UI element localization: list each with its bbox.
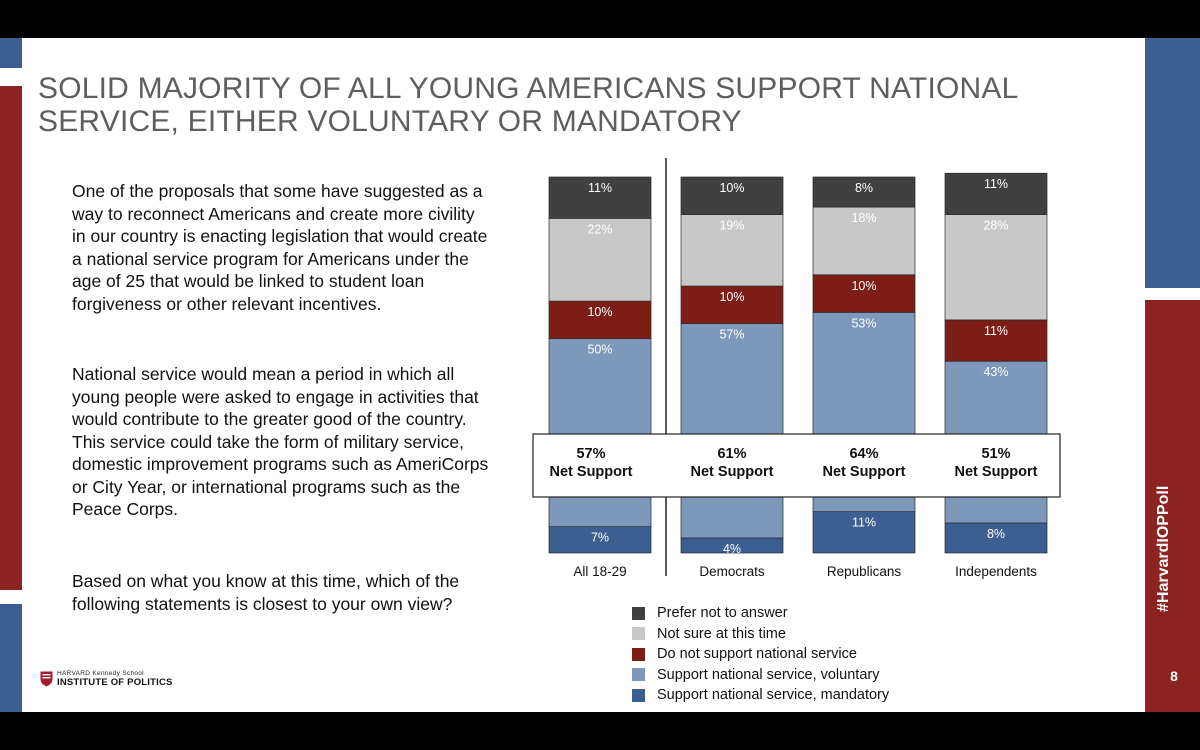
data-label-prefer-not: 11%	[588, 181, 612, 195]
bar-segment-not-sure	[680, 214, 784, 287]
data-label-voluntary: 43%	[983, 365, 1008, 379]
bar-segment-not-sure	[548, 218, 652, 302]
logo-school-name: HARVARD Kennedy School	[57, 670, 144, 677]
legend-label: Support national service, mandatory	[657, 687, 890, 704]
legend-item: Not sure at this time	[632, 624, 889, 645]
data-label-prefer-not: 11%	[984, 177, 1008, 191]
legend-item: Do not support national service	[632, 644, 889, 665]
data-label-do-not-support: 10%	[719, 290, 744, 304]
data-label-mandatory: 11%	[852, 516, 876, 530]
legend-label: Not sure at this time	[657, 625, 786, 642]
bar-segment-prefer-not	[944, 172, 1048, 215]
page-number: 8	[1170, 668, 1178, 684]
question-paragraph: Based on what you know at this time, whi…	[72, 571, 460, 614]
data-label-voluntary: 57%	[719, 328, 744, 342]
legend-item: Support national service, mandatory	[632, 685, 889, 706]
category-label: Republicans	[827, 564, 902, 579]
data-label-voluntary: 53%	[851, 316, 876, 330]
legend-item: Support national service, voluntary	[632, 665, 889, 686]
left-blue-band-bottom	[0, 604, 22, 712]
bar-segment-mandatory	[548, 526, 652, 554]
data-label-mandatory: 7%	[591, 531, 609, 545]
bar-segment-voluntary	[548, 338, 652, 528]
right-red-band	[1145, 300, 1200, 712]
left-red-band	[0, 86, 22, 590]
definition-paragraph: National service would mean a period in …	[72, 364, 489, 519]
data-label-not-sure: 18%	[851, 211, 876, 225]
slide-title: SOLID MAJORITY OF ALL YOUNG AMERICANS SU…	[38, 72, 1018, 138]
stacked-bar-chart: 7% 50% 10% 22% 11% All 18-29 4% 57% 10% 19% 10% Dem…	[532, 158, 1061, 579]
data-label-mandatory: 8%	[987, 527, 1005, 541]
bar-segment-prefer-not	[548, 176, 652, 219]
category-label: All 18-29	[573, 564, 626, 579]
bar-segment-not-sure	[812, 206, 916, 276]
bar-segment-voluntary	[680, 323, 784, 539]
legend-swatch	[632, 627, 645, 641]
legend-swatch	[632, 668, 645, 682]
net-support-value: 57%	[576, 446, 605, 462]
net-support-label: Net Support	[955, 464, 1038, 480]
net-support-value: 51%	[981, 446, 1010, 462]
category-label: Independents	[955, 564, 1037, 579]
bar-segment-mandatory	[812, 511, 916, 554]
category-label: Democrats	[699, 564, 765, 579]
hks-iop-logo: HARVARD Kennedy School INSTITUTE OF POLI…	[40, 670, 173, 688]
legend-swatch	[632, 647, 645, 661]
legend-swatch	[632, 688, 645, 702]
data-label-voluntary: 50%	[587, 343, 612, 357]
bar-segment-prefer-not	[812, 176, 916, 208]
legend-label: Do not support national service	[657, 646, 857, 663]
legend-label: Support national service, voluntary	[657, 666, 880, 683]
bar-segment-not-sure	[944, 214, 1048, 321]
poll-hashtag: #HarvardIOPPoll	[1155, 486, 1173, 612]
net-support-label: Net Support	[550, 464, 633, 480]
bar-segment-mandatory	[944, 522, 1048, 554]
data-label-mandatory: 4%	[723, 542, 741, 556]
chart-legend: Prefer not to answer Not sure at this tim…	[632, 603, 889, 706]
data-label-not-sure: 28%	[983, 219, 1008, 233]
left-blue-band-top	[0, 38, 22, 68]
data-label-not-sure: 19%	[719, 219, 744, 233]
net-support-label: Net Support	[823, 464, 906, 480]
data-label-prefer-not: 8%	[855, 181, 873, 195]
net-support-box	[532, 433, 1061, 498]
bar-segment-do-not-support	[548, 300, 652, 340]
right-blue-band	[1145, 38, 1200, 288]
net-support-value: 61%	[717, 446, 746, 462]
data-label-not-sure: 22%	[587, 222, 612, 236]
bar-segment-do-not-support	[680, 285, 784, 324]
net-support-value: 64%	[849, 446, 878, 462]
legend-swatch	[632, 606, 645, 620]
data-label-prefer-not: 10%	[719, 181, 744, 195]
harvard-shield-icon	[40, 671, 53, 687]
intro-paragraph: One of the proposals that some have sugg…	[72, 181, 488, 314]
data-label-do-not-support: 10%	[587, 305, 612, 319]
data-label-do-not-support: 11%	[984, 324, 1008, 338]
net-support-label: Net Support	[691, 464, 774, 480]
slide: SOLID MAJORITY OF ALL YOUNG AMERICANS SU…	[0, 38, 1200, 712]
data-label-do-not-support: 10%	[851, 279, 876, 293]
legend-item: Prefer not to answer	[632, 603, 889, 624]
logo-institute-name: INSTITUTE OF POLITICS	[57, 677, 173, 688]
bar-segment-do-not-support	[944, 319, 1048, 362]
legend-label: Prefer not to answer	[657, 605, 788, 622]
bar-segment-prefer-not	[680, 176, 784, 215]
